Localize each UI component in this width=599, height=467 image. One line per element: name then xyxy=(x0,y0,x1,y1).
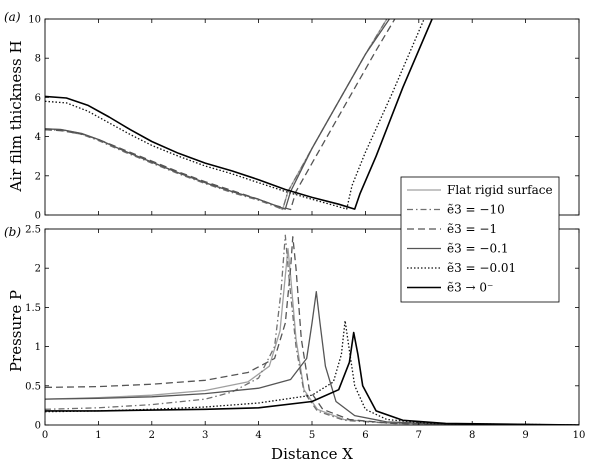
panel-a-y-tick-label: 6 xyxy=(35,93,41,104)
legend-label: ẽ3 = −1 xyxy=(447,222,497,236)
x-tick-label: 6 xyxy=(362,430,368,441)
panel-a-y-tick-label: 4 xyxy=(35,132,41,143)
x-tick-label: 4 xyxy=(255,430,261,441)
x-tick-label: 3 xyxy=(202,430,208,441)
x-tick-label: 10 xyxy=(573,430,586,441)
panel-b-series-line-3 xyxy=(45,291,579,425)
x-axis-label: Distance X xyxy=(271,445,353,463)
panel-a-series-line-1 xyxy=(45,19,388,211)
legend-box xyxy=(400,176,560,303)
panel-b-label: (b) xyxy=(4,225,21,239)
panel-b-y-tick-label: 0 xyxy=(35,421,41,432)
panel-a-y-tick-label: 10 xyxy=(28,15,41,26)
legend-label: Flat rigid surface xyxy=(447,183,553,197)
panel-a-label: (a) xyxy=(4,10,21,24)
legend-label: ẽ3 = −10 xyxy=(447,203,505,217)
panel-b-y-tick-label: 2.5 xyxy=(25,225,41,236)
panel-b-series-line-0 xyxy=(45,247,579,425)
legend-label: ẽ3 = −0.01 xyxy=(447,261,516,275)
x-tick-label: 9 xyxy=(522,430,528,441)
panel-b-series-line-5 xyxy=(45,331,579,425)
panel-b-y-tick-label: 0.5 xyxy=(25,381,41,392)
legend-label: ẽ3 → 0⁻ xyxy=(447,281,493,295)
panel-b-y-tick-label: 1.5 xyxy=(25,303,41,314)
panel-b-series-group xyxy=(45,234,579,425)
panel-b-series-line-2 xyxy=(45,236,579,425)
panel-a-series-line-3 xyxy=(45,19,390,210)
panel-a-y-tick-label: 8 xyxy=(35,54,41,65)
panel-b-y-tick-label: 1 xyxy=(35,342,41,353)
x-tick-label: 8 xyxy=(469,430,475,441)
panel-a-series-group xyxy=(45,19,433,211)
x-tick-label: 5 xyxy=(309,430,315,441)
x-tick-label: 0 xyxy=(42,430,48,441)
x-tick-label: 7 xyxy=(416,430,422,441)
legend-label: ẽ3 = −0.1 xyxy=(447,242,509,256)
panel-a-y-tick-label: 2 xyxy=(35,171,41,182)
panel-a-y-tick-label: 0 xyxy=(35,211,41,222)
panel-a-series-line-0 xyxy=(45,19,388,211)
panel-b-plot: 0 1 2 3 4 5 6 7 8 9 10 0 0.5 1 1.5 2 2.5 xyxy=(25,225,585,442)
x-tick-label: 1 xyxy=(95,430,101,441)
panel-b-y-axis-label: Pressure P xyxy=(7,290,25,372)
panel-a-plot: 0 2 4 6 8 10 xyxy=(28,15,580,222)
panel-b-y-tick-label: 2 xyxy=(35,264,41,275)
panel-a-series-line-2 xyxy=(45,19,396,211)
panel-a-series-line-4 xyxy=(45,19,425,210)
panel-b-series-line-4 xyxy=(45,320,579,425)
legend: Flat rigid surface ẽ3 = −10 ẽ3 = −1 ẽ3 = −0… xyxy=(400,176,560,303)
x-tick-label: 2 xyxy=(149,430,155,441)
panel-a-y-axis-label: Air film thickness H xyxy=(7,40,25,192)
panel-a-series-line-5 xyxy=(45,19,433,210)
